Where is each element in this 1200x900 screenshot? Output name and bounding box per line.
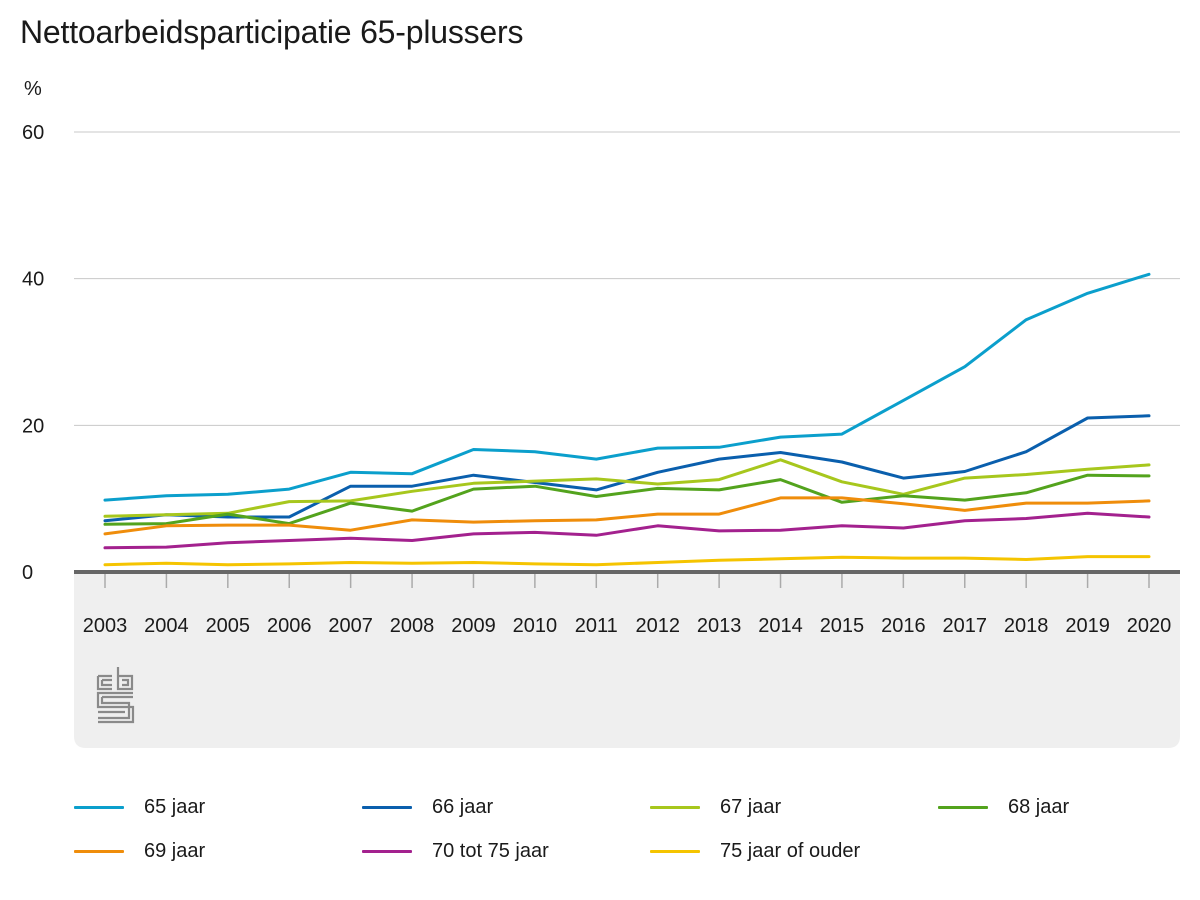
x-tick-label: 2016 — [881, 615, 926, 637]
x-tick-label: 2011 — [575, 615, 618, 637]
x-tick-label: 2006 — [267, 615, 312, 637]
chart-title: Nettoarbeidsparticipatie 65-plussers — [20, 14, 524, 50]
legend-item[interactable]: 75 jaar of ouder — [650, 838, 938, 864]
series-line-68-jaar[interactable] — [103, 473, 1151, 526]
legend-label: 69 jaar — [144, 839, 206, 862]
legend-label: 68 jaar — [1008, 795, 1070, 818]
legend-item[interactable]: 69 jaar — [74, 838, 362, 864]
y-tick-label: 60 — [22, 122, 44, 144]
legend-label: 70 tot 75 jaar — [432, 839, 549, 862]
y-axis-label: % — [24, 78, 42, 100]
legend-item[interactable]: 70 tot 75 jaar — [362, 838, 650, 864]
x-axis-band — [74, 572, 1180, 748]
legend-swatch — [362, 849, 412, 853]
legend-label: 67 jaar — [720, 795, 782, 818]
legend-swatch — [74, 805, 124, 809]
x-tick-label: 2020 — [1127, 615, 1172, 637]
y-tick-label: 20 — [22, 415, 44, 437]
y-tick-label: 0 — [22, 562, 33, 584]
series-line-70-tot-75-jaar[interactable] — [103, 511, 1151, 550]
x-tick-label: 2013 — [697, 615, 742, 637]
legend-label: 75 jaar of ouder — [720, 839, 861, 862]
series-line-65-jaar[interactable] — [103, 272, 1151, 502]
x-tick-label: 2008 — [390, 615, 435, 637]
y-tick-labels: 0 20 40 60 — [22, 122, 44, 584]
legend-item[interactable]: 65 jaar — [74, 794, 362, 820]
x-tick-label: 2015 — [820, 615, 865, 637]
x-tick-label: 2005 — [206, 615, 251, 637]
cbs-logo — [96, 667, 135, 724]
legend-label: 65 jaar — [144, 795, 206, 818]
series-layer — [103, 272, 1151, 567]
legend-label: 66 jaar — [432, 795, 494, 818]
x-tick-label: 2004 — [144, 615, 189, 637]
legend-item[interactable]: 66 jaar — [362, 794, 650, 820]
legend-swatch — [650, 805, 700, 809]
x-tick-label: 2018 — [1004, 615, 1049, 637]
x-tick-label: 2009 — [451, 615, 496, 637]
x-tick-layer: 2003 2004 2005 2006 2007 2008 2009 2010 2011 2012… — [83, 574, 1172, 637]
legend-item[interactable]: 68 jaar — [938, 794, 1194, 820]
series-line-67-jaar[interactable] — [103, 458, 1151, 518]
y-tick-label: 40 — [22, 269, 44, 291]
series-line-69-jaar[interactable] — [103, 496, 1151, 536]
x-tick-label: 2014 — [758, 615, 803, 637]
chart-legend: 65 jaar 66 jaar 67 jaar 68 jaar 69 jaar 70 to… — [74, 794, 1194, 864]
legend-swatch — [938, 805, 988, 809]
x-tick-label: 2019 — [1065, 615, 1110, 637]
series-line-75-jaar-of-ouder[interactable] — [103, 555, 1151, 567]
x-tick-label: 2003 — [83, 615, 128, 637]
legend-swatch — [650, 849, 700, 853]
x-tick-label: 2007 — [328, 615, 373, 637]
x-tick-label: 2010 — [513, 615, 558, 637]
legend-item[interactable]: 67 jaar — [650, 794, 938, 820]
grid-layer — [74, 131, 1180, 426]
series-line-66-jaar[interactable] — [103, 414, 1151, 523]
x-tick-label: 2017 — [943, 615, 988, 637]
legend-swatch — [74, 849, 124, 853]
legend-swatch — [362, 805, 412, 809]
x-tick-label: 2012 — [635, 615, 680, 637]
